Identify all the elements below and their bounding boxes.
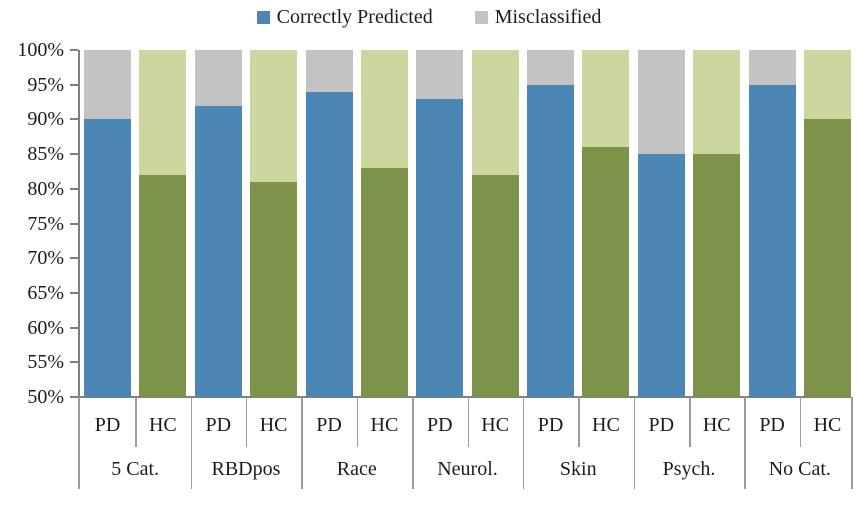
- bar-segment-misclassified: [804, 50, 851, 120]
- label-area-border-left: [78, 397, 80, 489]
- y-axis-tick-mark: [70, 291, 78, 294]
- x-axis-sub-label: PD: [316, 414, 342, 436]
- x-axis-group-label: No Cat.: [768, 458, 831, 480]
- bar-segment-correctly-predicted: [360, 167, 408, 397]
- x-axis-sub-label: PD: [94, 414, 121, 436]
- group-separator: [190, 397, 193, 489]
- y-axis-tick-mark: [70, 153, 78, 156]
- bar-segment-correctly-predicted: [305, 91, 353, 397]
- label-area-border-right: [851, 397, 853, 489]
- bar-segment-correctly-predicted: [748, 84, 796, 397]
- x-axis-sub-label: HC: [370, 414, 399, 436]
- legend-label-misclassified: Misclassified: [494, 6, 602, 28]
- y-axis-tick-label: 95%: [27, 73, 64, 96]
- y-axis-line: [78, 50, 80, 397]
- bar-segment-correctly-predicted: [84, 119, 131, 397]
- x-axis-sub-label: HC: [148, 414, 177, 436]
- y-axis-tick-label: 65%: [27, 281, 64, 304]
- bar-segment-misclassified: [582, 50, 630, 148]
- bar-segment-correctly-predicted: [637, 154, 685, 397]
- pd-hc-separator: [689, 397, 691, 447]
- pd-hc-separator: [799, 397, 802, 447]
- chart-legend: Correctly Predicted Misclassified: [0, 6, 858, 29]
- legend-swatch-misclassified: [474, 11, 488, 24]
- legend-item-misclassified: Misclassified: [474, 6, 602, 29]
- bar-segment-correctly-predicted: [693, 154, 741, 397]
- bar-segment-misclassified: [194, 50, 242, 106]
- x-axis-sub-label: HC: [592, 414, 620, 436]
- pd-hc-separator: [135, 397, 137, 447]
- bar-segment-misclassified: [305, 50, 353, 92]
- bar-segment-misclassified: [416, 50, 464, 99]
- x-axis-group-label: Neurol.: [437, 458, 498, 480]
- y-axis-tick-label: 85%: [27, 143, 64, 166]
- y-axis-tick-label: 80%: [27, 177, 64, 200]
- group-separator: [412, 397, 414, 489]
- y-axis-tick-mark: [70, 222, 78, 225]
- x-axis-sub-label: PD: [427, 414, 453, 436]
- y-axis-tick-label: 75%: [27, 212, 64, 235]
- y-axis-tick-mark: [70, 187, 78, 190]
- bar-segment-correctly-predicted: [471, 174, 519, 397]
- x-axis-group-label: Psych.: [662, 458, 716, 480]
- bar-segment-correctly-predicted: [250, 181, 298, 397]
- bar-segment-correctly-predicted: [804, 119, 851, 397]
- y-axis-tick-label: 100%: [17, 39, 64, 61]
- bar-segment-misclassified: [748, 50, 796, 85]
- pd-hc-separator: [578, 397, 580, 447]
- bar-segment-misclassified: [637, 50, 685, 155]
- bar-segment-misclassified: [360, 50, 408, 168]
- bar-segment-misclassified: [84, 50, 131, 120]
- bar-segment-correctly-predicted: [416, 98, 464, 397]
- x-axis-sub-label: HC: [702, 414, 731, 436]
- group-separator: [301, 397, 303, 489]
- y-axis-tick-mark: [70, 83, 78, 86]
- pd-hc-separator: [356, 397, 359, 447]
- x-axis-group-label: Skin: [559, 458, 597, 480]
- y-axis-tick-mark: [70, 361, 78, 364]
- y-axis-tick-mark: [70, 49, 78, 51]
- y-axis-tick-mark: [70, 118, 78, 121]
- bar-segment-misclassified: [471, 50, 519, 175]
- x-axis-sub-label: HC: [813, 414, 842, 436]
- legend-item-correctly-predicted: Correctly Predicted: [256, 6, 433, 29]
- group-separator: [744, 397, 746, 489]
- x-axis-sub-label: HC: [259, 414, 288, 436]
- x-axis-group-label: Race: [336, 458, 377, 480]
- y-axis-tick-label: 90%: [27, 108, 64, 131]
- bar-segment-misclassified: [693, 50, 741, 155]
- bar-segment-correctly-predicted: [139, 174, 187, 397]
- group-separator: [633, 397, 636, 489]
- y-axis-tick-mark: [70, 257, 78, 260]
- y-axis-tick-mark: [70, 326, 78, 329]
- legend-label-correctly-predicted: Correctly Predicted: [276, 6, 433, 28]
- legend-swatch-correctly-predicted: [256, 11, 270, 24]
- x-axis-group-label: RBDpos: [211, 458, 281, 480]
- x-axis-sub-label: PD: [205, 414, 232, 436]
- bar-segment-misclassified: [139, 50, 187, 175]
- pd-hc-separator: [467, 397, 469, 447]
- x-axis-sub-label: HC: [481, 414, 510, 436]
- x-axis-sub-label: PD: [759, 414, 785, 436]
- y-axis-tick-label: 55%: [27, 351, 64, 374]
- bar-segment-correctly-predicted: [194, 105, 242, 397]
- group-separator: [522, 397, 525, 489]
- bar-segment-misclassified: [527, 50, 575, 85]
- y-axis-tick-label: 70%: [27, 247, 64, 270]
- x-axis-group-label: 5 Cat.: [111, 458, 160, 480]
- y-axis-tick-label: 50%: [27, 386, 64, 408]
- bar-segment-correctly-predicted: [582, 147, 630, 397]
- x-axis-sub-label: PD: [537, 414, 564, 436]
- bar-segment-correctly-predicted: [527, 84, 575, 397]
- y-axis-tick-label: 60%: [27, 316, 64, 339]
- pd-hc-separator: [245, 397, 248, 447]
- bar-segment-misclassified: [250, 50, 298, 182]
- x-axis-baseline: [70, 396, 851, 398]
- x-axis-sub-label: PD: [648, 414, 675, 436]
